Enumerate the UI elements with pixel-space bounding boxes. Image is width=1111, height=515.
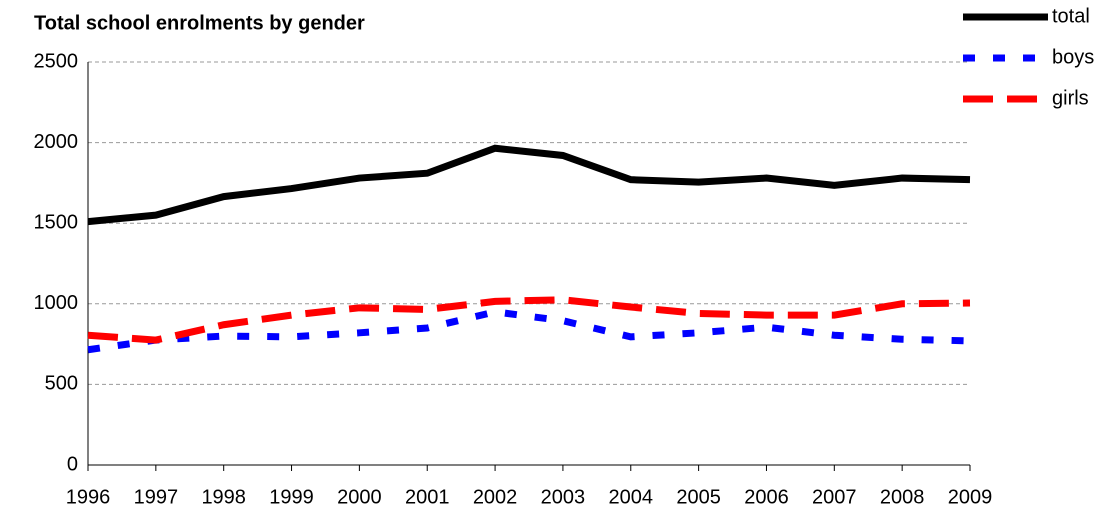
x-tick-label: 2008 bbox=[880, 486, 925, 508]
y-tick-label: 2500 bbox=[34, 50, 79, 72]
legend-label: total bbox=[1052, 5, 1090, 27]
x-tick-label: 1999 bbox=[269, 486, 314, 508]
series-line bbox=[87, 144, 971, 226]
x-tick-label: 1998 bbox=[201, 486, 246, 508]
x-tick-label: 1996 bbox=[66, 486, 111, 508]
legend-label: girls bbox=[1052, 87, 1089, 109]
x-tick-label: 2004 bbox=[609, 486, 654, 508]
x-tick-label: 2007 bbox=[812, 486, 857, 508]
x-tick-label: 2001 bbox=[405, 486, 450, 508]
x-tick-label: 2009 bbox=[948, 486, 993, 508]
y-tick-label: 2000 bbox=[34, 131, 79, 153]
y-tick-label: 1500 bbox=[34, 211, 79, 233]
legend-label: boys bbox=[1052, 46, 1094, 68]
x-tick-label: 2000 bbox=[337, 486, 382, 508]
series-line bbox=[87, 296, 971, 344]
x-tick-label: 1997 bbox=[134, 486, 179, 508]
x-tick-label: 2003 bbox=[541, 486, 586, 508]
x-tick-label: 2002 bbox=[473, 486, 518, 508]
x-tick-label: 2005 bbox=[676, 486, 721, 508]
y-tick-label: 500 bbox=[45, 373, 78, 395]
y-tick-label: 1000 bbox=[34, 292, 79, 314]
chart-title: Total school enrolments by gender bbox=[34, 12, 365, 34]
y-tick-label: 0 bbox=[67, 453, 78, 475]
x-tick-label: 2006 bbox=[744, 486, 789, 508]
